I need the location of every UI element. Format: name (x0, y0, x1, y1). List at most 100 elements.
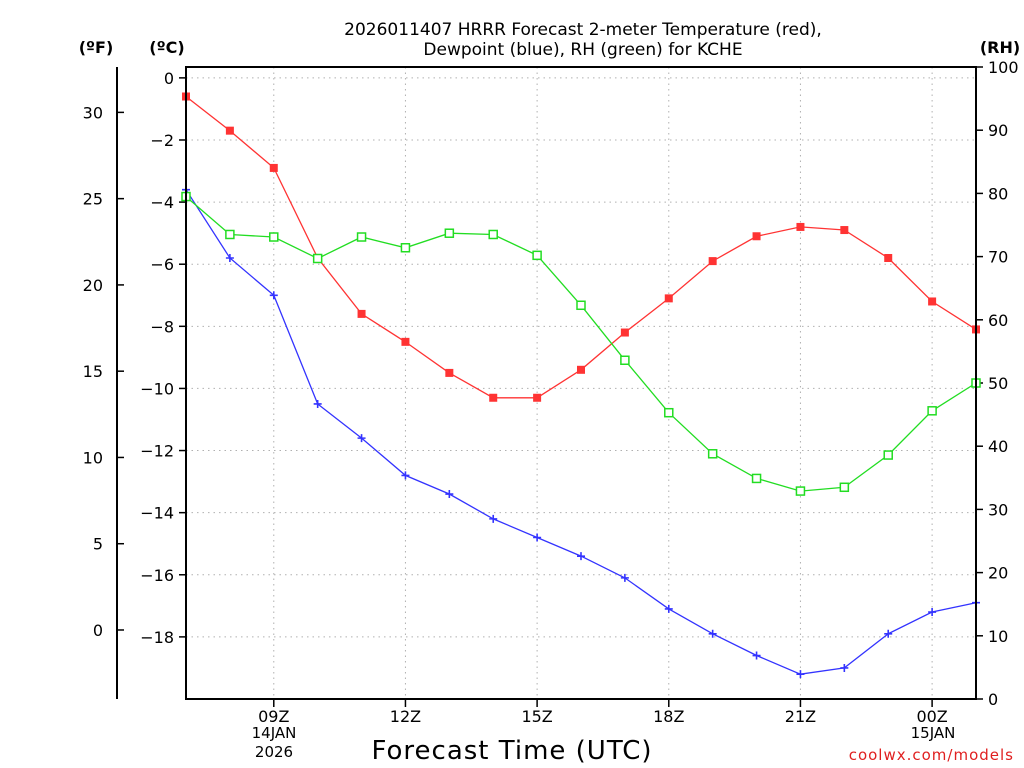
x-tick-label: 09Z (258, 707, 289, 726)
celsius-tick-label: 0 (164, 69, 174, 88)
temperature-point (489, 393, 498, 402)
rh-point (225, 229, 235, 240)
celsius-tick-label: −10 (140, 379, 174, 398)
dewpoint-point (664, 604, 673, 613)
temperature-point (401, 337, 410, 346)
fahrenheit-tick-label: 10 (83, 448, 103, 467)
dewpoint-point (357, 434, 366, 443)
rh-tick-label: 80 (988, 184, 1008, 203)
dewpoint-point (752, 651, 761, 660)
temperature-point (664, 294, 673, 303)
rh-point (664, 407, 674, 418)
rh-point (576, 300, 586, 311)
dewpoint-point (225, 253, 234, 262)
rh-point (883, 450, 893, 460)
rh-tick-label: 0 (988, 690, 998, 709)
temperature-point (840, 226, 849, 235)
rh-point (400, 243, 411, 253)
fahrenheit-tick-label: 15 (83, 362, 103, 381)
fahrenheit-axis-label: (ºF) (79, 38, 114, 57)
celsius-tick-label: −8 (150, 317, 174, 336)
fahrenheit-tick-label: 25 (83, 190, 103, 209)
celsius-axis-label: (ºC) (149, 38, 184, 57)
celsius-tick-label: −6 (150, 255, 174, 274)
rh-tick-label: 100 (988, 58, 1019, 77)
rh-point (356, 232, 367, 242)
celsius-tick-label: −2 (150, 131, 174, 150)
dewpoint-point (577, 552, 585, 561)
fahrenheit-tick-label: 0 (93, 621, 103, 640)
rh-axis-label: (RH) (980, 38, 1020, 57)
temperature-point (445, 368, 454, 377)
temperature-line (185, 95, 977, 399)
axis-layer: 09Z 12Z 15Z 18Z 21Z 00Z 0 −2 −4 −6 −8 −10 −12 −14 −16 −… (83, 58, 1019, 726)
celsius-tick-label: −4 (150, 193, 174, 212)
dewpoint-point (489, 514, 498, 523)
rh-tick-label: 20 (988, 564, 1008, 583)
x-tick-label: 12Z (390, 707, 421, 726)
series-layer (181, 92, 981, 679)
rh-tick-label: 50 (988, 374, 1008, 393)
rh-point (312, 253, 323, 264)
rh-tick-label: 10 (988, 627, 1008, 646)
temperature-point (269, 163, 278, 172)
dewpoint-point (313, 399, 322, 408)
dewpoint-point (620, 573, 629, 582)
temperature-point (708, 257, 717, 266)
rh-tick-label: 70 (988, 248, 1008, 267)
x-tick-label: 00Z (916, 707, 947, 726)
grid-layer (186, 67, 976, 699)
dewpoint-point (533, 533, 542, 542)
temperature-point (357, 309, 366, 318)
celsius-tick-label: −16 (140, 566, 174, 585)
x-axis-title: Forecast Time (UTC) (371, 736, 652, 766)
rh-point (532, 250, 542, 261)
year-label-2026: 2026 (255, 743, 293, 761)
rh-tick-label: 40 (988, 437, 1008, 456)
celsius-tick-label: −14 (140, 504, 174, 523)
dewpoint-point (884, 629, 893, 638)
rh-point (269, 232, 279, 242)
chart-title-line1: 2026011407 HRRR Forecast 2-meter Tempera… (344, 20, 822, 40)
date-label-14jan: 14JAN (252, 724, 297, 742)
rh-point (707, 449, 718, 459)
fahrenheit-tick-label: 5 (93, 535, 103, 554)
temperature-point (928, 297, 937, 306)
dewpoint-point (928, 608, 937, 617)
dewpoint-point (445, 490, 454, 499)
rh-tick-label: 90 (988, 121, 1008, 140)
temperature-point (884, 253, 893, 262)
dewpoint-point (401, 471, 410, 480)
dewpoint-point (796, 670, 805, 679)
rh-point (839, 482, 850, 493)
celsius-tick-label: −12 (140, 442, 174, 461)
x-tick-label: 21Z (785, 707, 816, 726)
rh-point (751, 473, 762, 484)
rh-point (927, 406, 937, 416)
rh-tick-label: 30 (988, 500, 1008, 519)
chart-title-line2: Dewpoint (blue), RH (green) for KCHE (423, 40, 742, 60)
dewpoint-point (269, 291, 278, 300)
temperature-point (533, 393, 542, 402)
dewpoint-point (708, 629, 717, 638)
temperature-point (796, 222, 805, 231)
temperature-point (752, 232, 761, 241)
x-tick-label: 18Z (653, 707, 684, 726)
rh-point (620, 355, 630, 365)
fahrenheit-tick-label: 30 (83, 103, 103, 122)
temperature-point (577, 365, 585, 374)
temperature-point (225, 126, 234, 135)
rh-point (795, 486, 806, 496)
fahrenheit-tick-label: 20 (83, 276, 103, 295)
dewpoint-point (840, 663, 849, 672)
plot-frame (185, 66, 977, 700)
rh-point (444, 228, 455, 238)
rh-line (185, 196, 977, 492)
date-label-15jan: 15JAN (911, 724, 956, 742)
dewpoint-line (185, 189, 977, 675)
credit-text: coolwx.com/models (849, 746, 1014, 764)
rh-tick-label: 60 (988, 311, 1008, 330)
rh-point (488, 229, 498, 240)
